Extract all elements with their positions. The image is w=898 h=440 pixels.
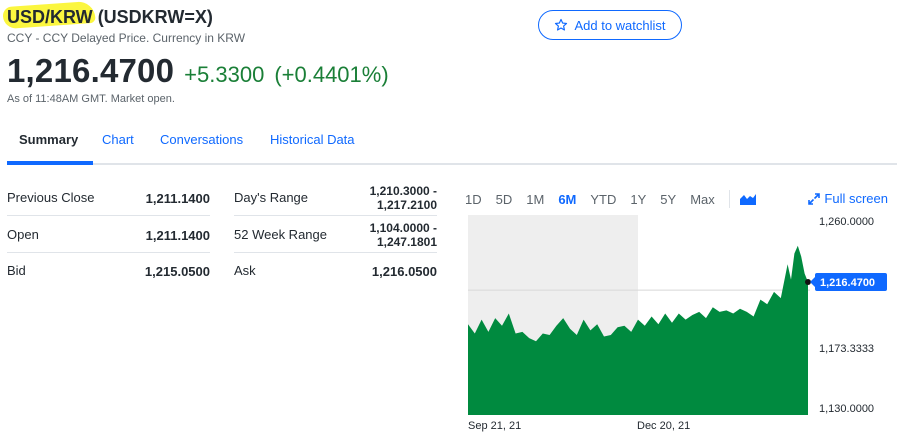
current-price-tag: 1,216.4700	[810, 272, 887, 291]
range-selector: 1D 5D 1M 6M YTD 1Y 5Y Max	[465, 185, 756, 213]
current-price-label: 1,216.4700	[820, 277, 875, 289]
quote-header: USD/KRW (USDKRW=X) CCY - CCY Delayed Pri…	[2, 0, 887, 45]
tab-summary[interactable]: Summary	[19, 132, 79, 147]
range-5d[interactable]: 5D	[495, 191, 513, 207]
y-tick-label: 1,260.0000	[819, 216, 874, 228]
open-label: Open	[7, 227, 39, 242]
ticker-pair: USD/KRW	[7, 7, 93, 27]
price-row: 1,216.4700 +5.3300 (+0.4401%)	[7, 52, 389, 90]
previous-close-label: Previous Close	[7, 190, 95, 205]
current-price: 1,216.4700	[7, 52, 175, 89]
market-status: As of 11:48AM GMT. Market open.	[7, 93, 175, 105]
tab-chart[interactable]: Chart	[102, 132, 134, 147]
x-tick-label: Sep 21, 21	[468, 420, 521, 432]
range-1y[interactable]: 1Y	[630, 191, 647, 207]
range-1m[interactable]: 1M	[526, 191, 545, 207]
52-week-range-low: 1,104.0000 -	[369, 221, 437, 235]
bid-value: 1,215.0500	[144, 264, 210, 279]
days-range-label: Day's Range	[234, 190, 309, 205]
ask-label: Ask	[234, 263, 256, 278]
y-tick-label: 1,173.3333	[819, 343, 874, 355]
52-week-range-label: 52 Week Range	[234, 227, 327, 242]
price-change-percent: (+0.4401%)	[274, 62, 389, 87]
add-to-watchlist-button[interactable]: Add to watchlist	[538, 10, 682, 40]
table-row: Open 1,211.1400 52 Week Range 1,104.0000…	[7, 217, 437, 253]
current-price-dot	[805, 278, 811, 285]
price-change: +5.3300	[184, 62, 265, 87]
range-ytd[interactable]: YTD	[590, 191, 617, 207]
table-row: Bid 1,215.0500 Ask 1,216.0500	[7, 254, 437, 290]
expand-icon	[808, 192, 821, 205]
row-divider	[7, 215, 210, 216]
tab-historical-data[interactable]: Historical Data	[270, 132, 355, 147]
bid-label: Bid	[7, 263, 26, 278]
tab-conversations[interactable]: Conversations	[160, 132, 244, 147]
days-range-high: 1,217.2100	[376, 198, 437, 212]
y-tick-label: 1,130.0000	[819, 403, 874, 415]
row-divider	[234, 215, 437, 216]
price-chart: 1D 5D 1M 6M YTD 1Y 5Y Max Full screen 1,…	[465, 185, 898, 440]
range-5y[interactable]: 5Y	[660, 191, 677, 207]
previous-close-value: 1,211.1400	[145, 191, 210, 206]
range-6m[interactable]: 6M	[558, 191, 577, 207]
days-range-low: 1,210.3000 -	[369, 184, 437, 198]
page-title: USD/KRW (USDKRW=X)	[2, 0, 213, 30]
full-screen-label: Full screen	[824, 191, 888, 206]
open-value: 1,211.1400	[145, 228, 210, 243]
quote-tabs: Summary Chart Conversations Historical D…	[7, 124, 897, 165]
range-divider	[728, 190, 730, 208]
full-screen-button[interactable]: Full screen	[808, 191, 888, 206]
watchlist-label: Add to watchlist	[574, 17, 666, 33]
quote-subtitle: CCY - CCY Delayed Price. Currency in KRW	[7, 31, 246, 45]
row-divider	[234, 252, 437, 253]
52-week-range-high: 1,247.1801	[376, 235, 437, 249]
row-divider	[7, 252, 210, 253]
x-tick-label: Dec 20, 21	[637, 420, 690, 432]
ticker-symbol: (USDKRW=X)	[97, 7, 213, 27]
price-area	[468, 245, 808, 415]
table-row: Previous Close 1,211.1400 Day's Range 1,…	[7, 180, 437, 216]
mountain-chart-icon[interactable]	[739, 193, 756, 205]
ask-value: 1,216.0500	[371, 264, 437, 279]
active-tab-indicator	[7, 161, 93, 165]
range-max[interactable]: Max	[690, 191, 715, 207]
chart-plot: 1,216.4700 1,260.0000 1,173.3333 1,130.0…	[468, 215, 887, 432]
range-1d[interactable]: 1D	[465, 191, 482, 207]
star-icon	[555, 18, 568, 31]
